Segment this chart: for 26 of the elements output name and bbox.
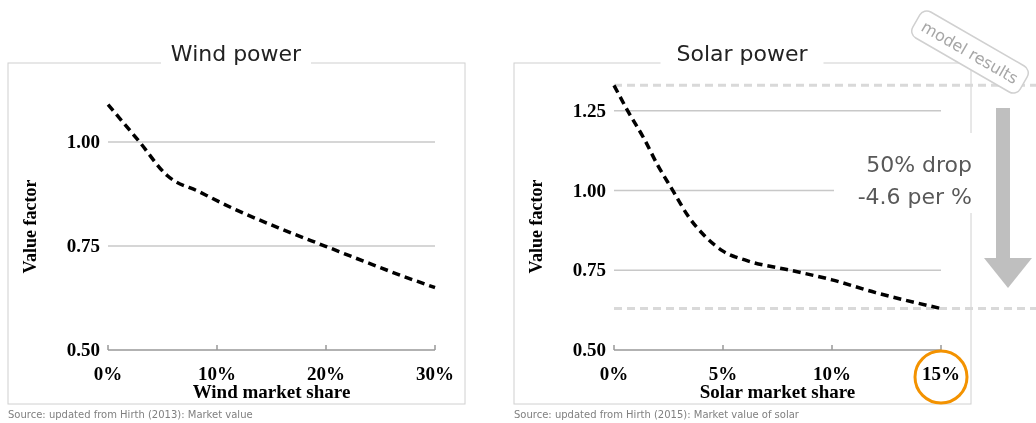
annotation: 50% drop bbox=[866, 152, 972, 177]
line-series bbox=[106, 102, 437, 290]
y-tick-label: 0.75 bbox=[66, 235, 100, 257]
x-tick-label: 5% bbox=[708, 363, 738, 384]
x-tick-label: 20% bbox=[307, 363, 345, 384]
x-tick-label: 0% bbox=[599, 363, 629, 384]
y-tick-label: 0.75 bbox=[572, 259, 606, 281]
y-tick-label: 0.50 bbox=[66, 339, 100, 360]
y-tick-label: 0.50 bbox=[572, 339, 606, 360]
y-axis-title: Value factor bbox=[526, 179, 546, 274]
x-tick-label: 10% bbox=[813, 363, 851, 384]
x-axis-title: Solar market share bbox=[699, 381, 856, 402]
chart-title: Wind power bbox=[170, 41, 303, 66]
x-axis-title: Wind market share bbox=[192, 381, 351, 402]
x-tick-label: 30% bbox=[416, 363, 454, 384]
y-tick-label: 1.00 bbox=[66, 131, 100, 153]
source-note: Source: updated from Hirth (2015): Market value of solar bbox=[514, 409, 800, 420]
source-note: Source: updated from Hirth (2013): Market value bbox=[8, 409, 253, 420]
x-tick-label: 0% bbox=[93, 363, 123, 384]
annotation: -4.6 per % bbox=[857, 184, 972, 209]
y-axis-title: Value factor bbox=[20, 179, 40, 274]
chart-title: Solar power bbox=[676, 41, 809, 66]
y-tick-label: 1.00 bbox=[572, 179, 606, 201]
y-tick-label: 1.25 bbox=[572, 99, 606, 121]
x-tick-label: 10% bbox=[198, 363, 236, 384]
x-tick-label: 15% bbox=[922, 363, 960, 384]
